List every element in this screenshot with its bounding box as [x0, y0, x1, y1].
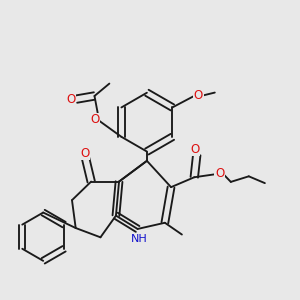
Text: O: O	[215, 167, 224, 180]
Text: O: O	[194, 88, 203, 101]
Text: O: O	[190, 143, 200, 156]
Text: O: O	[80, 147, 90, 160]
Text: O: O	[90, 113, 99, 126]
Text: NH: NH	[131, 234, 148, 244]
Text: O: O	[66, 93, 76, 106]
